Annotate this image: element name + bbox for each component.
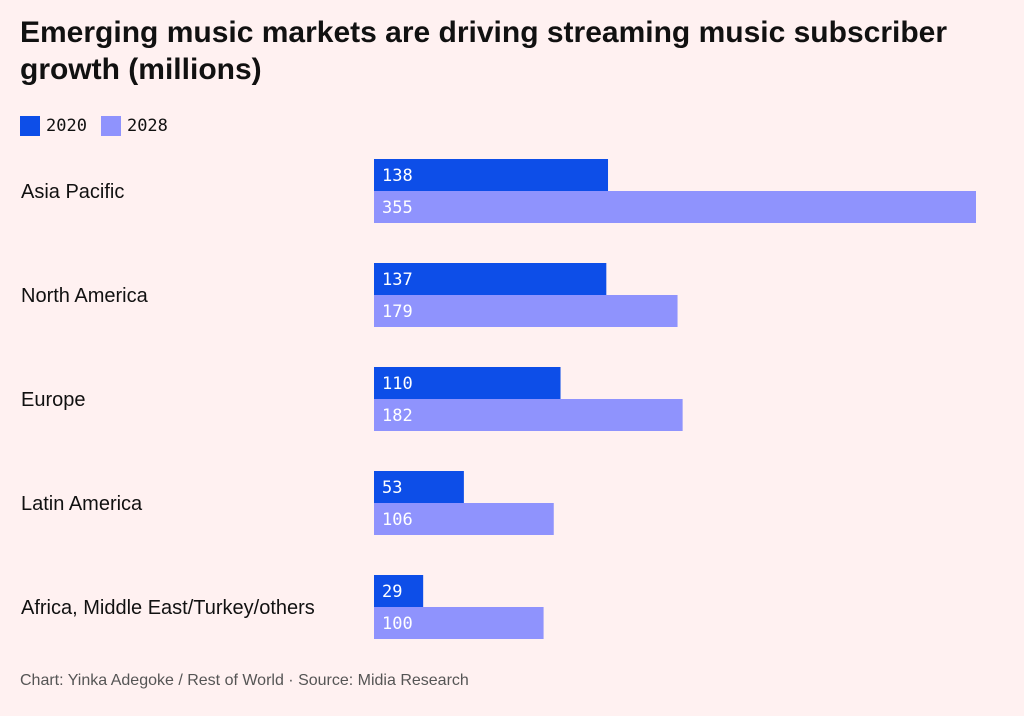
legend-item-2020: 2020	[20, 116, 87, 136]
bar-latin-america-2028	[374, 503, 554, 535]
bar-north-america-2020	[374, 263, 607, 295]
chart-title: Emerging music markets are driving strea…	[20, 16, 948, 86]
bar-north-america-2028	[374, 295, 678, 327]
data-label-asia-pacific-2028: 355	[382, 198, 413, 218]
bar-europe-2028	[374, 399, 683, 431]
data-label-africa-middle-east-turkey-others-2028: 100	[382, 614, 413, 634]
data-label-latin-america-2028: 106	[382, 510, 413, 530]
category-label-africa-middle-east-turkey-others: Africa, Middle East/Turkey/others	[21, 597, 315, 619]
data-label-europe-2020: 110	[382, 374, 413, 394]
data-label-north-america-2028: 179	[382, 302, 413, 322]
data-label-europe-2028: 182	[382, 406, 413, 426]
data-label-africa-middle-east-turkey-others-2020: 29	[382, 582, 402, 602]
bar-africa-middle-east-turkey-others-2028	[374, 607, 544, 639]
legend-swatch-2020	[20, 116, 40, 136]
chart-credit: Chart: Yinka Adegoke / Rest of World · S…	[20, 672, 469, 689]
bar-asia-pacific-2020	[374, 159, 609, 191]
data-label-north-america-2020: 137	[382, 270, 413, 290]
bar-europe-2020	[374, 367, 561, 399]
category-label-asia-pacific: Asia Pacific	[21, 181, 124, 203]
category-label-latin-america: Latin America	[21, 493, 143, 515]
legend-label-2020: 2020	[46, 116, 87, 136]
data-label-latin-america-2020: 53	[382, 478, 402, 498]
legend-item-2028: 2028	[100, 116, 168, 136]
legend-swatch-2028	[100, 116, 121, 136]
legend: 2020 2028	[20, 116, 182, 136]
bar-chart: Asia Pacific 138 355 North America 137 179 Eur…	[21, 159, 976, 639]
category-label-europe: Europe	[21, 389, 86, 411]
legend-label-2028: 2028	[126, 116, 168, 136]
data-label-asia-pacific-2020: 138	[382, 166, 413, 186]
bar-latin-america-2020	[374, 471, 464, 503]
bar-africa-middle-east-turkey-others-2020	[374, 575, 424, 607]
category-label-north-america: North America	[21, 285, 149, 307]
bar-asia-pacific-2028	[374, 191, 976, 223]
